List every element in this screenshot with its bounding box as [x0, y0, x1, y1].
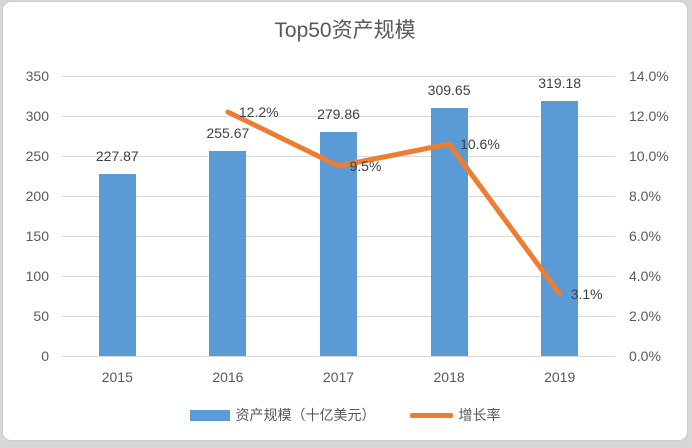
bar-2015 — [98, 173, 136, 356]
legend-item-line: 增长率 — [409, 406, 501, 424]
bar-value-label: 279.86 — [317, 106, 360, 123]
left-axis-tick: 150 — [25, 228, 49, 244]
left-axis-tick: 200 — [25, 188, 49, 204]
bar-value-label: 255.67 — [206, 125, 250, 142]
growth-rate-line — [225, 109, 563, 297]
legend: 资产规模（十亿美元） 增长率 — [3, 406, 687, 424]
bar-series-swatch-icon — [189, 409, 230, 421]
left-axis-tick: 0 — [41, 348, 49, 364]
bar-2016 — [209, 151, 247, 356]
line-value-label: 10.6% — [460, 136, 500, 152]
line-value-label: 3.1% — [570, 286, 603, 302]
x-axis-tick: 2016 — [212, 369, 244, 385]
chart-panel: Top50资产规模 0 50 100 150 200 250 300 350 0.0% 2.0%… — [2, 1, 688, 441]
right-axis-tick: 0.0% — [629, 348, 661, 364]
left-axis-tick: 350 — [25, 68, 49, 84]
x-axis-tick: 2017 — [322, 369, 355, 385]
bar-2019 — [541, 100, 579, 356]
right-axis-tick: 14.0% — [629, 68, 669, 84]
x-axis-tick: 2015 — [101, 369, 133, 385]
left-axis-tick: 50 — [33, 308, 49, 324]
line-value-label: 9.5% — [349, 158, 382, 174]
left-axis-tick: 250 — [25, 148, 49, 164]
right-axis-tick: 4.0% — [629, 268, 661, 284]
bar-value-label: 309.65 — [427, 82, 471, 99]
legend-label-bar: 资产规模（十亿美元） — [235, 407, 376, 423]
gridline — [62, 75, 615, 77]
right-axis-tick: 10.0% — [629, 148, 669, 164]
bar-value-label: 227.87 — [95, 147, 139, 164]
right-axis-tick: 12.0% — [629, 108, 669, 124]
chart-title: Top50资产规模 — [274, 19, 416, 42]
line-series — [225, 109, 563, 297]
gridline — [62, 355, 615, 357]
line-value-label: 12.2% — [238, 104, 279, 120]
bar-2017 — [320, 132, 357, 356]
line-series-swatch-icon — [409, 412, 453, 418]
legend-label-line: 增长率 — [458, 407, 501, 423]
gridline — [62, 115, 615, 117]
left-axis-tick: 100 — [25, 268, 49, 284]
right-axis-tick: 6.0% — [629, 228, 661, 244]
right-axis-tick: 8.0% — [629, 188, 661, 204]
bar-value-label: 319.18 — [538, 74, 582, 91]
x-axis-tick: 2019 — [544, 369, 576, 385]
x-axis-tick: 2018 — [433, 369, 465, 385]
legend-item-bar: 资产规模（十亿美元） — [189, 406, 376, 424]
right-axis-tick: 2.0% — [629, 308, 661, 324]
bar-2018 — [430, 108, 468, 356]
left-axis-tick: 300 — [25, 108, 49, 124]
